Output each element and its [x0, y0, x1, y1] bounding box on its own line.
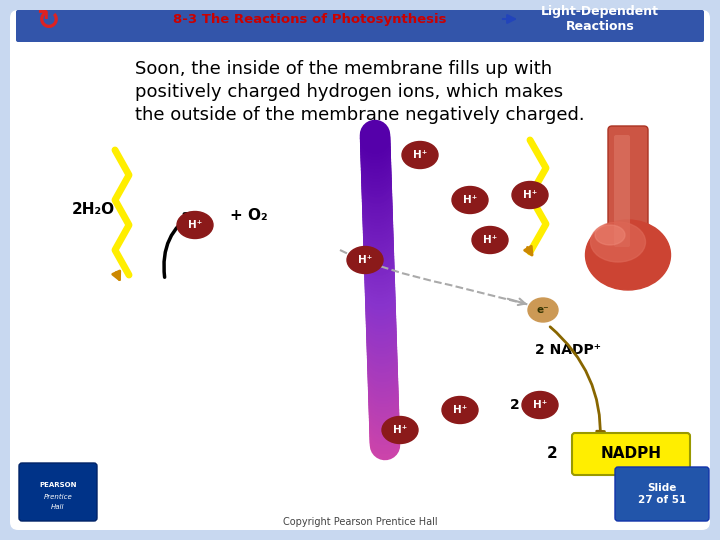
Ellipse shape — [522, 392, 558, 418]
Text: Prentice: Prentice — [44, 494, 73, 500]
Text: H⁺: H⁺ — [463, 195, 477, 205]
Text: Hall: Hall — [51, 504, 65, 510]
Text: + O₂: + O₂ — [230, 207, 268, 222]
Text: PEARSON: PEARSON — [40, 482, 77, 488]
Text: H⁺: H⁺ — [358, 255, 372, 265]
Text: Slide
27 of 51: Slide 27 of 51 — [638, 483, 686, 505]
FancyBboxPatch shape — [16, 10, 704, 42]
FancyBboxPatch shape — [608, 126, 648, 254]
Text: Soon, the inside of the membrane fills up with
positively charged hydrogen ions,: Soon, the inside of the membrane fills u… — [135, 60, 585, 124]
Text: Copyright Pearson Prentice Hall: Copyright Pearson Prentice Hall — [283, 517, 437, 527]
Ellipse shape — [595, 225, 625, 245]
Text: 2: 2 — [510, 398, 520, 412]
Ellipse shape — [528, 298, 558, 322]
Text: Light-Dependent
Reactions: Light-Dependent Reactions — [541, 5, 659, 33]
Ellipse shape — [177, 212, 213, 239]
Ellipse shape — [472, 226, 508, 253]
Ellipse shape — [382, 416, 418, 443]
Text: H⁺: H⁺ — [533, 400, 547, 410]
Text: H⁺: H⁺ — [188, 220, 202, 230]
Text: e⁻: e⁻ — [536, 305, 549, 315]
Text: 8-3 The Reactions of Photosynthesis: 8-3 The Reactions of Photosynthesis — [174, 12, 446, 25]
Text: H⁺: H⁺ — [393, 425, 407, 435]
Ellipse shape — [402, 141, 438, 168]
Ellipse shape — [452, 186, 488, 213]
Ellipse shape — [512, 181, 548, 208]
Text: 2H₂O: 2H₂O — [72, 202, 115, 218]
Text: H⁺: H⁺ — [453, 405, 467, 415]
FancyBboxPatch shape — [614, 135, 630, 247]
Ellipse shape — [347, 246, 383, 273]
FancyBboxPatch shape — [615, 467, 709, 521]
FancyBboxPatch shape — [572, 433, 690, 475]
Ellipse shape — [442, 396, 478, 423]
Ellipse shape — [585, 220, 670, 290]
Text: ↻: ↻ — [37, 7, 60, 35]
FancyBboxPatch shape — [19, 463, 97, 521]
Ellipse shape — [590, 222, 646, 262]
Text: H⁺: H⁺ — [523, 190, 537, 200]
Text: H⁺: H⁺ — [413, 150, 427, 160]
Text: H⁺: H⁺ — [483, 235, 497, 245]
FancyBboxPatch shape — [10, 10, 710, 530]
Text: 2 NADP⁺: 2 NADP⁺ — [535, 343, 601, 357]
Text: NADPH: NADPH — [600, 447, 662, 462]
Text: 2: 2 — [547, 447, 558, 462]
